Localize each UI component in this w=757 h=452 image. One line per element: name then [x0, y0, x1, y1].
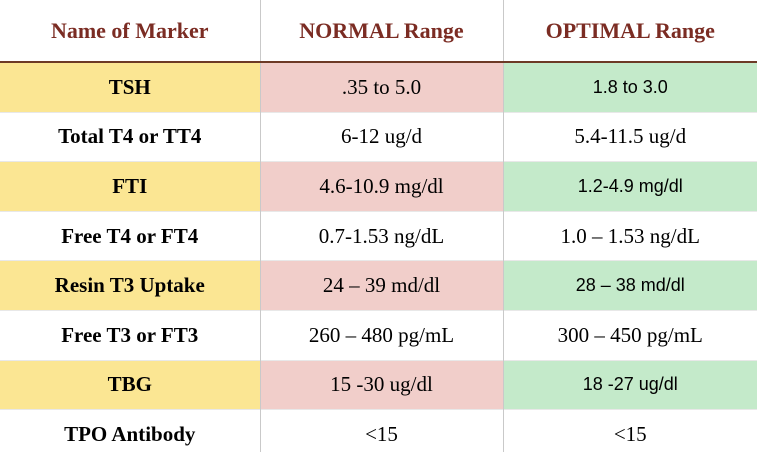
marker-cell: TBG — [0, 359, 261, 410]
table-row-total-t4: Total T4 or TT4 6-12 ug/d 5.4-11.5 ug/d — [0, 111, 757, 162]
normal-range-cell: 15 -30 ug/dl — [259, 359, 504, 410]
table-row-tpo-antibody: TPO Antibody <15 <15 — [0, 409, 757, 452]
normal-range-cell: <15 — [259, 409, 504, 452]
optimal-range-cell: 28 – 38 md/dl — [502, 260, 757, 311]
column-header-optimal-range: OPTIMAL Range — [502, 0, 757, 63]
table-row-tsh: TSH .35 to 5.0 1.8 to 3.0 — [0, 62, 757, 113]
marker-cell: Total T4 or TT4 — [0, 111, 261, 162]
header-row: Name of Marker NORMAL Range OPTIMAL Rang… — [0, 0, 757, 63]
table-row-free-t3: Free T3 or FT3 260 – 480 pg/mL 300 – 450… — [0, 309, 757, 361]
table-row-tbg: TBG 15 -30 ug/dl 18 -27 ug/dl — [0, 359, 757, 410]
marker-cell: Free T4 or FT4 — [0, 210, 261, 261]
marker-cell: TSH — [0, 62, 261, 113]
normal-range-cell: 6-12 ug/d — [259, 111, 504, 162]
optimal-range-cell: 1.0 – 1.53 ng/dL — [502, 210, 757, 261]
marker-cell: FTI — [0, 161, 261, 212]
normal-range-cell: 4.6-10.9 mg/dl — [259, 161, 504, 212]
marker-cell: TPO Antibody — [0, 409, 261, 452]
marker-cell: Free T3 or FT3 — [0, 309, 261, 361]
table-row-free-t4: Free T4 or FT4 0.7-1.53 ng/dL 1.0 – 1.53… — [0, 210, 757, 261]
optimal-range-cell: 5.4-11.5 ug/d — [502, 111, 757, 162]
optimal-range-cell: <15 — [502, 409, 757, 452]
normal-range-cell: 0.7-1.53 ng/dL — [259, 210, 504, 261]
normal-range-cell: 260 – 480 pg/mL — [259, 309, 504, 361]
table-row-resin-t3-uptake: Resin T3 Uptake 24 – 39 md/dl 28 – 38 md… — [0, 260, 757, 311]
column-header-name-of-marker: Name of Marker — [0, 0, 261, 63]
column-header-normal-range: NORMAL Range — [259, 0, 504, 63]
marker-cell: Resin T3 Uptake — [0, 260, 261, 311]
normal-range-cell: .35 to 5.0 — [259, 62, 504, 113]
optimal-range-cell: 300 – 450 pg/mL — [502, 309, 757, 361]
optimal-range-cell: 18 -27 ug/dl — [502, 359, 757, 410]
normal-range-cell: 24 – 39 md/dl — [259, 260, 504, 311]
optimal-range-cell: 1.8 to 3.0 — [502, 62, 757, 113]
optimal-range-cell: 1.2-4.9 mg/dl — [502, 161, 757, 212]
table-row-fti: FTI 4.6-10.9 mg/dl 1.2-4.9 mg/dl — [0, 161, 757, 212]
